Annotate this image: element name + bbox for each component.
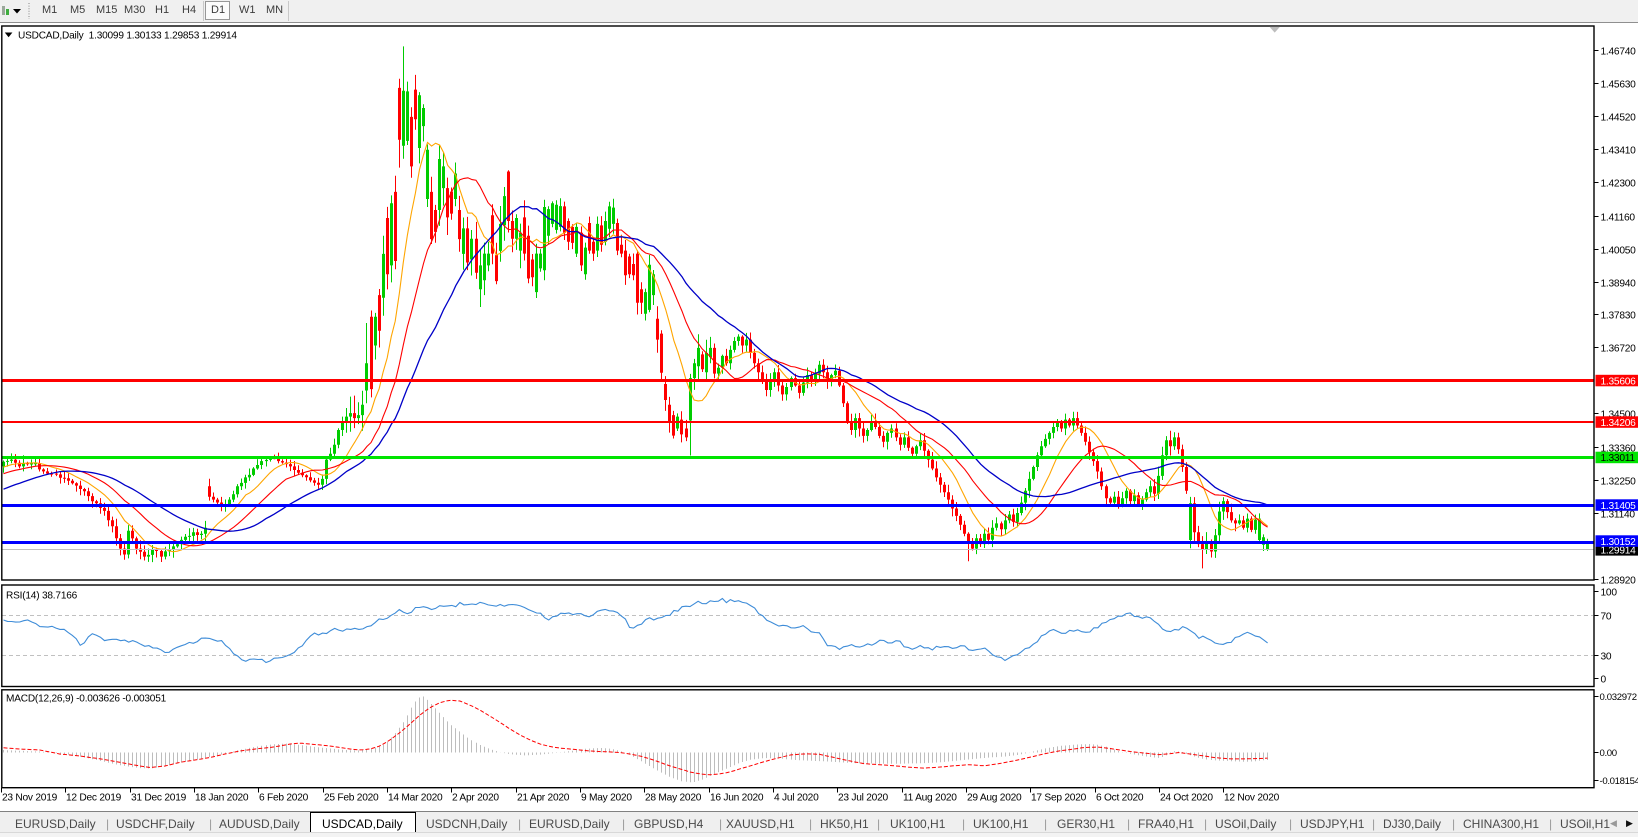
svg-text:100: 100 <box>1601 587 1618 598</box>
svg-text:1.28920: 1.28920 <box>1601 575 1637 586</box>
svg-text:1.31140: 1.31140 <box>1601 509 1636 520</box>
svg-text:4 Jul 2020: 4 Jul 2020 <box>774 793 819 804</box>
svg-text:30: 30 <box>1601 651 1612 662</box>
svg-text:31 Dec 2019: 31 Dec 2019 <box>131 793 187 804</box>
svg-text:6 Feb 2020: 6 Feb 2020 <box>259 793 309 804</box>
svg-text:1.38940: 1.38940 <box>1601 278 1637 289</box>
svg-text:1.34206: 1.34206 <box>1601 418 1637 429</box>
svg-text:1.41160: 1.41160 <box>1601 212 1636 223</box>
svg-text:70: 70 <box>1601 611 1612 622</box>
svg-text:1.33011: 1.33011 <box>1601 453 1636 464</box>
svg-text:17 Sep 2020: 17 Sep 2020 <box>1031 793 1087 804</box>
svg-text:USDCAD,Daily 1.30099 1.30133: USDCAD,Daily 1.30099 1.30133 1.29853 1.2… <box>18 31 237 42</box>
svg-text:1.32250: 1.32250 <box>1601 476 1637 487</box>
svg-text:12 Dec 2019: 12 Dec 2019 <box>66 793 122 804</box>
svg-text:0.032972: 0.032972 <box>1600 692 1637 703</box>
svg-text:24 Oct 2020: 24 Oct 2020 <box>1160 793 1213 804</box>
svg-text:23 Jul 2020: 23 Jul 2020 <box>838 793 889 804</box>
svg-text:18 Jan 2020: 18 Jan 2020 <box>195 793 249 804</box>
svg-text:14 Mar 2020: 14 Mar 2020 <box>388 793 443 804</box>
svg-text:1.36720: 1.36720 <box>1601 343 1637 354</box>
svg-text:1.43410: 1.43410 <box>1601 145 1637 156</box>
svg-text:1.37830: 1.37830 <box>1601 310 1637 321</box>
svg-text:1.33360: 1.33360 <box>1601 443 1637 454</box>
svg-text:1.40050: 1.40050 <box>1601 245 1637 256</box>
svg-text:1.44520: 1.44520 <box>1601 112 1637 123</box>
svg-text:MACD(12,26,9) -0.003626 -0.003: MACD(12,26,9) -0.003626 -0.003051 <box>6 694 167 705</box>
svg-text:9 May 2020: 9 May 2020 <box>581 793 632 804</box>
svg-text:1.34500: 1.34500 <box>1601 409 1637 420</box>
svg-text:2 Apr 2020: 2 Apr 2020 <box>452 793 499 804</box>
svg-text:28 May 2020: 28 May 2020 <box>645 793 702 804</box>
svg-text:6 Oct 2020: 6 Oct 2020 <box>1096 793 1144 804</box>
svg-text:1.45630: 1.45630 <box>1601 79 1637 90</box>
svg-text:0.00: 0.00 <box>1600 748 1617 759</box>
svg-text:12 Nov 2020: 12 Nov 2020 <box>1224 793 1280 804</box>
svg-text:29 Aug 2020: 29 Aug 2020 <box>967 793 1022 804</box>
svg-text:RSI(14) 38.7166: RSI(14) 38.7166 <box>6 591 78 602</box>
svg-text:0: 0 <box>1601 674 1607 685</box>
svg-text:23 Nov 2019: 23 Nov 2019 <box>2 793 58 804</box>
svg-text:1.31405: 1.31405 <box>1601 501 1637 512</box>
svg-text:1.29914: 1.29914 <box>1601 546 1637 557</box>
svg-text:1.42300: 1.42300 <box>1601 178 1637 189</box>
svg-text:1.30152: 1.30152 <box>1601 537 1637 548</box>
svg-text:11 Aug 2020: 11 Aug 2020 <box>903 793 957 804</box>
svg-text:1.46740: 1.46740 <box>1601 46 1637 57</box>
svg-text:25 Feb 2020: 25 Feb 2020 <box>324 793 379 804</box>
svg-text:16 Jun 2020: 16 Jun 2020 <box>710 793 764 804</box>
svg-text:1.35606: 1.35606 <box>1601 376 1637 387</box>
svg-text:21 Apr 2020: 21 Apr 2020 <box>517 793 570 804</box>
svg-text:-0.018154: -0.018154 <box>1600 776 1638 787</box>
